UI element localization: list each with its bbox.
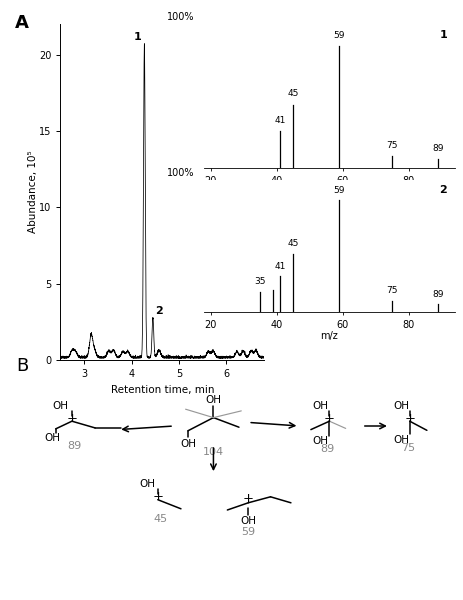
Text: 45: 45 [287, 89, 298, 98]
Text: OH: OH [240, 516, 256, 526]
Text: 2: 2 [155, 306, 162, 316]
X-axis label: m/z: m/z [320, 187, 338, 197]
Text: A: A [15, 14, 29, 32]
Text: +: + [242, 492, 253, 505]
Text: 104: 104 [202, 448, 224, 457]
Text: 59: 59 [241, 527, 255, 536]
Text: 89: 89 [432, 145, 443, 154]
Text: 2: 2 [438, 185, 446, 195]
Text: 100%: 100% [166, 12, 194, 22]
Text: B: B [16, 357, 28, 375]
Text: +: + [66, 412, 77, 425]
Text: OH: OH [393, 401, 408, 412]
Text: OH: OH [180, 439, 195, 449]
Text: OH: OH [139, 479, 155, 490]
Text: 59: 59 [333, 185, 344, 194]
Text: 41: 41 [274, 262, 285, 271]
X-axis label: Retention time, min: Retention time, min [110, 385, 214, 395]
Text: 35: 35 [254, 277, 265, 286]
Text: 45: 45 [153, 514, 167, 524]
Text: 1: 1 [438, 30, 446, 40]
Text: OH: OH [312, 401, 327, 412]
Text: 100%: 100% [166, 169, 194, 178]
Text: 89: 89 [319, 444, 333, 454]
Text: 59: 59 [333, 31, 344, 40]
Text: 89: 89 [432, 290, 443, 299]
Text: 75: 75 [386, 140, 397, 149]
Text: +: + [403, 412, 414, 425]
Text: 1: 1 [133, 32, 141, 43]
Text: 41: 41 [274, 116, 285, 125]
Text: 45: 45 [287, 239, 298, 248]
Text: OH: OH [393, 435, 408, 445]
Text: 75: 75 [400, 443, 414, 453]
Text: OH: OH [312, 436, 327, 446]
Text: +: + [152, 490, 163, 503]
Text: 89: 89 [67, 440, 81, 451]
Text: OH: OH [52, 401, 68, 412]
X-axis label: m/z: m/z [320, 331, 338, 341]
Text: OH: OH [205, 395, 221, 404]
Text: OH: OH [44, 433, 60, 443]
Y-axis label: Abundance, 10⁵: Abundance, 10⁵ [27, 151, 38, 233]
Text: 75: 75 [386, 286, 397, 295]
Text: +: + [323, 412, 334, 425]
